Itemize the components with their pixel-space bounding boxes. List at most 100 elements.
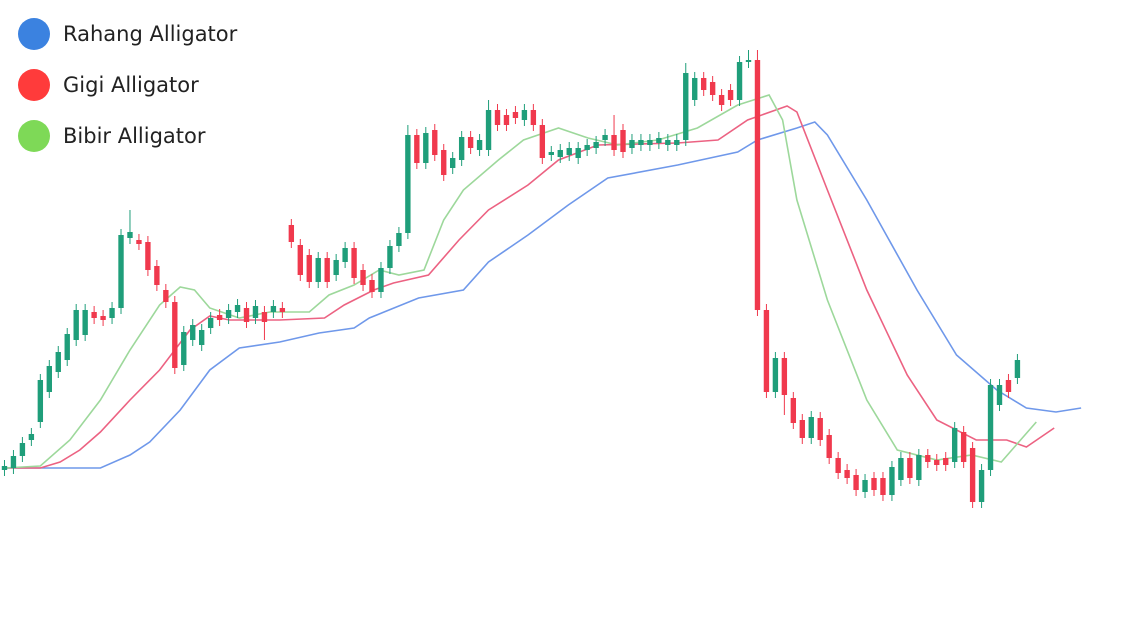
candle-body bbox=[987, 385, 994, 470]
candle-body bbox=[485, 110, 492, 150]
candle-body bbox=[674, 140, 680, 145]
candle-body bbox=[450, 158, 456, 168]
candle-body bbox=[216, 315, 223, 320]
legend-text: Rahang Alligator bbox=[63, 22, 238, 46]
candle-body bbox=[405, 135, 411, 233]
candle-body bbox=[709, 82, 716, 95]
candle-body bbox=[1014, 360, 1021, 378]
legend-dot bbox=[18, 120, 50, 152]
candle-body bbox=[790, 398, 797, 423]
candle-body bbox=[692, 78, 698, 100]
candle-body bbox=[871, 478, 877, 490]
candle-body bbox=[441, 150, 447, 175]
candle-body bbox=[978, 470, 985, 502]
candle-body bbox=[584, 145, 590, 150]
candle-body bbox=[136, 240, 142, 244]
candle-body bbox=[808, 417, 814, 438]
candle-body bbox=[10, 456, 17, 468]
candle-body bbox=[91, 312, 97, 318]
candle-body bbox=[225, 310, 232, 318]
candle-body bbox=[234, 305, 241, 312]
candle-body bbox=[172, 302, 178, 368]
candle-body bbox=[315, 258, 321, 282]
candle-body bbox=[333, 260, 339, 275]
candle-body bbox=[969, 448, 976, 502]
alligator-line bbox=[4, 121, 1082, 469]
legend-text: Gigi Alligator bbox=[63, 73, 199, 97]
candle-body bbox=[46, 366, 52, 392]
candle-body bbox=[853, 475, 859, 490]
alligator-line bbox=[4, 94, 1037, 469]
candle-body bbox=[306, 255, 312, 282]
candle-body bbox=[880, 478, 886, 495]
candle-body bbox=[163, 290, 169, 302]
candle-body bbox=[37, 380, 44, 422]
candle-body bbox=[656, 138, 662, 143]
candle-body bbox=[109, 308, 115, 318]
candle-body bbox=[145, 242, 151, 270]
candle-body bbox=[611, 135, 617, 150]
candle-body bbox=[943, 458, 949, 465]
candle-body bbox=[530, 110, 537, 125]
candle-body bbox=[620, 130, 626, 152]
candle-body bbox=[494, 110, 501, 125]
candle-body bbox=[476, 140, 483, 150]
candle-body bbox=[378, 268, 384, 292]
candle-body bbox=[799, 420, 805, 438]
candle-body bbox=[503, 115, 510, 125]
candle-body bbox=[683, 73, 689, 140]
candle-body bbox=[960, 432, 967, 462]
candle-body bbox=[1005, 380, 1012, 392]
candle-body bbox=[781, 358, 788, 395]
candle-body bbox=[55, 352, 61, 372]
legend-dot bbox=[18, 18, 50, 50]
candle-body bbox=[745, 60, 752, 62]
candle-body bbox=[754, 60, 761, 310]
candle-body bbox=[557, 150, 563, 157]
candle-body bbox=[826, 435, 832, 458]
candle-body bbox=[718, 95, 725, 105]
candle-body bbox=[727, 90, 734, 100]
candle-body bbox=[916, 455, 922, 480]
candle-body bbox=[1, 466, 8, 470]
candle-body bbox=[127, 232, 133, 238]
candle-body bbox=[243, 308, 250, 322]
candle-body bbox=[521, 110, 528, 120]
candle-body bbox=[629, 140, 635, 148]
candle-body bbox=[763, 310, 770, 392]
candle-body bbox=[898, 458, 904, 480]
candle-body bbox=[288, 225, 295, 242]
candle-body bbox=[28, 434, 35, 440]
candle-body bbox=[772, 358, 779, 392]
candle-body bbox=[602, 135, 608, 140]
candle-body bbox=[261, 312, 268, 322]
candle-body bbox=[297, 245, 303, 275]
candle-body bbox=[19, 443, 26, 456]
candle-body bbox=[665, 140, 671, 145]
candle-body bbox=[638, 140, 644, 145]
candle-body bbox=[154, 266, 160, 285]
candle-body bbox=[432, 130, 438, 155]
candle-body bbox=[647, 140, 653, 145]
candle-body bbox=[951, 428, 958, 462]
candle-body bbox=[396, 233, 402, 246]
candle-body bbox=[207, 318, 214, 328]
candle-body bbox=[118, 235, 124, 308]
candle-body bbox=[279, 308, 286, 312]
candle-body bbox=[64, 334, 70, 360]
candle-body bbox=[199, 330, 205, 345]
candle-body bbox=[181, 332, 187, 365]
candle-body bbox=[736, 62, 743, 100]
candle-body bbox=[360, 270, 366, 285]
candle-body bbox=[844, 470, 850, 478]
candle-body bbox=[414, 135, 420, 163]
candle-body bbox=[835, 458, 841, 473]
candle-body bbox=[907, 458, 913, 478]
candle-body bbox=[575, 148, 581, 158]
candle-body bbox=[700, 78, 707, 90]
alligator-line bbox=[4, 105, 1055, 469]
candle-body bbox=[566, 148, 572, 155]
candle-body bbox=[862, 480, 868, 492]
candle-body bbox=[593, 142, 599, 148]
